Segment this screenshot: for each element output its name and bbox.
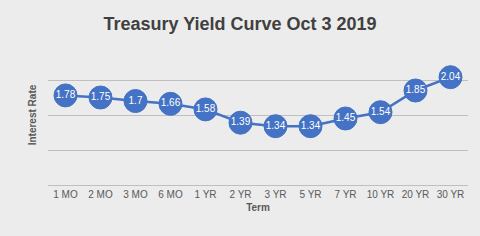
svg-text:1.66: 1.66 [161, 97, 181, 108]
svg-text:2 MO: 2 MO [88, 189, 113, 200]
svg-text:1.75: 1.75 [91, 91, 111, 102]
svg-text:1 YR: 1 YR [194, 189, 216, 200]
svg-text:1.34: 1.34 [301, 120, 321, 131]
svg-text:1.45: 1.45 [336, 112, 356, 123]
svg-text:Term: Term [246, 202, 270, 213]
svg-text:1.58: 1.58 [196, 103, 216, 114]
svg-text:7 YR: 7 YR [334, 189, 356, 200]
svg-text:3 MO: 3 MO [123, 189, 148, 200]
svg-text:1.7: 1.7 [129, 95, 143, 106]
svg-text:10 YR: 10 YR [367, 189, 395, 200]
svg-text:3 YR: 3 YR [264, 189, 286, 200]
svg-text:1.85: 1.85 [406, 84, 426, 95]
svg-text:20 YR: 20 YR [402, 189, 430, 200]
svg-text:1.54: 1.54 [371, 106, 391, 117]
svg-text:6 MO: 6 MO [158, 189, 183, 200]
svg-text:2 YR: 2 YR [229, 189, 251, 200]
svg-text:1.78: 1.78 [56, 89, 76, 100]
svg-text:1.34: 1.34 [266, 120, 286, 131]
svg-text:1 MO: 1 MO [53, 189, 78, 200]
svg-text:5 YR: 5 YR [299, 189, 321, 200]
svg-text:30 YR: 30 YR [437, 189, 465, 200]
svg-text:2.04: 2.04 [441, 71, 461, 82]
svg-text:1.39: 1.39 [231, 116, 251, 127]
svg-text:Treasury Yield Curve Oct 3 201: Treasury Yield Curve Oct 3 2019 [103, 14, 376, 34]
svg-text:Interest Rate: Interest Rate [27, 84, 38, 145]
